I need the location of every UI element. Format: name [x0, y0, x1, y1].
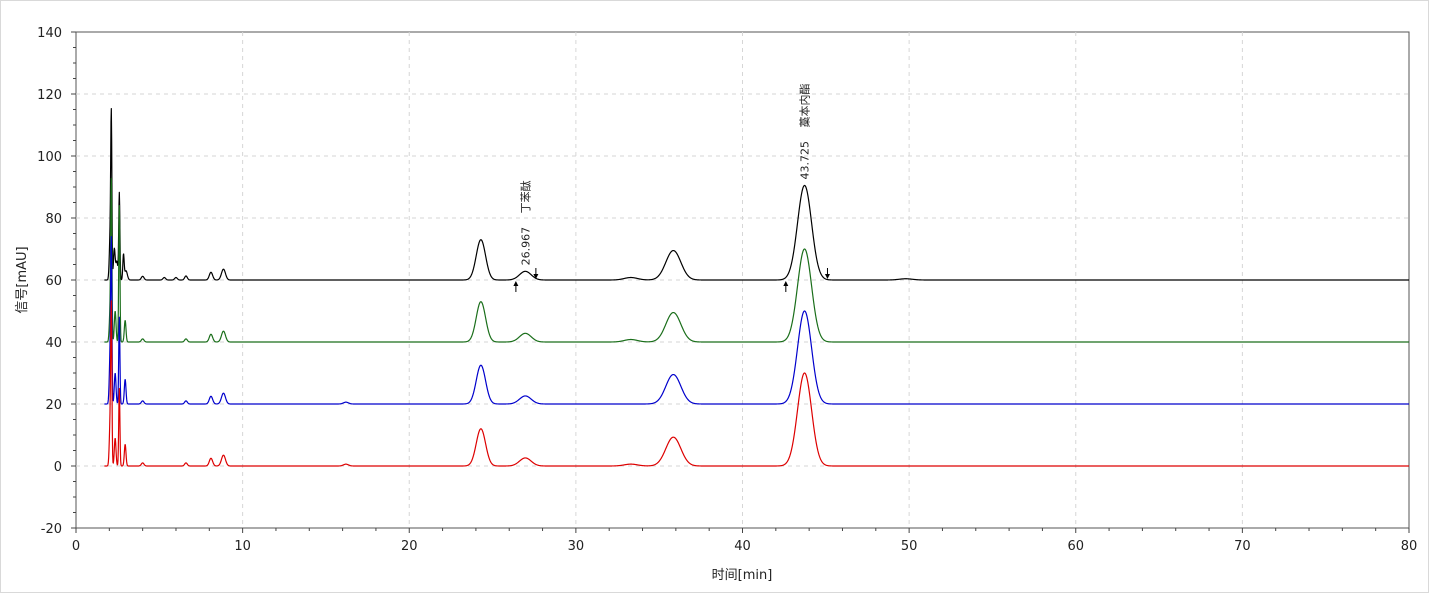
- x-tick-label: 80: [1401, 539, 1418, 554]
- y-tick-label: 60: [45, 274, 62, 289]
- peak-compound-name: 丁苯酞: [518, 180, 532, 213]
- axis-ticks: 0 10 20 30 40 50 60 70 80 -20 0 20 40 60 80 100 120 140: [37, 26, 1417, 554]
- x-tick-label: 0: [72, 539, 80, 554]
- peak-annotation: 43.725 藁本内酯: [798, 83, 812, 179]
- series-line-4: [104, 300, 1410, 467]
- y-tick-label: 20: [45, 398, 62, 413]
- y-tick-label: 120: [37, 88, 62, 103]
- series-group: [104, 108, 1410, 467]
- integration-marker-arrow: [533, 274, 539, 279]
- y-axis-title: 信号[mAU]: [15, 246, 30, 313]
- x-axis-title: 时间[min]: [712, 568, 773, 583]
- x-tick-label: 60: [1067, 539, 1084, 554]
- peak-retention-time: 26.967: [519, 227, 532, 266]
- x-tick-label: 20: [401, 539, 418, 554]
- integration-marker-arrow: [824, 274, 830, 279]
- integration-marker-arrow: [513, 281, 519, 286]
- y-tick-label: 100: [37, 150, 62, 165]
- series-line-1: [104, 108, 1410, 281]
- y-tick-label: 140: [37, 26, 62, 41]
- y-tick-label: -20: [41, 522, 62, 537]
- series-line-3: [104, 235, 1410, 405]
- x-tick-label: 50: [901, 539, 918, 554]
- y-tick-label: 80: [45, 212, 62, 227]
- peak-retention-time: 43.725: [799, 141, 812, 180]
- x-tick-label: 40: [734, 539, 751, 554]
- peak-annotation: 26.967 丁苯酞: [518, 180, 532, 265]
- series-line-2: [104, 177, 1410, 343]
- y-tick-label: 0: [54, 460, 62, 475]
- peak-annotations: 26.967 丁苯酞 43.725 藁本内酯: [518, 83, 811, 265]
- x-tick-label: 10: [234, 539, 251, 554]
- integration-markers: [513, 268, 830, 292]
- x-tick-label: 70: [1234, 539, 1251, 554]
- peak-compound-name: 藁本内酯: [798, 83, 812, 127]
- integration-marker-arrow: [783, 281, 789, 286]
- x-tick-label: 30: [568, 539, 585, 554]
- y-tick-label: 40: [45, 336, 62, 351]
